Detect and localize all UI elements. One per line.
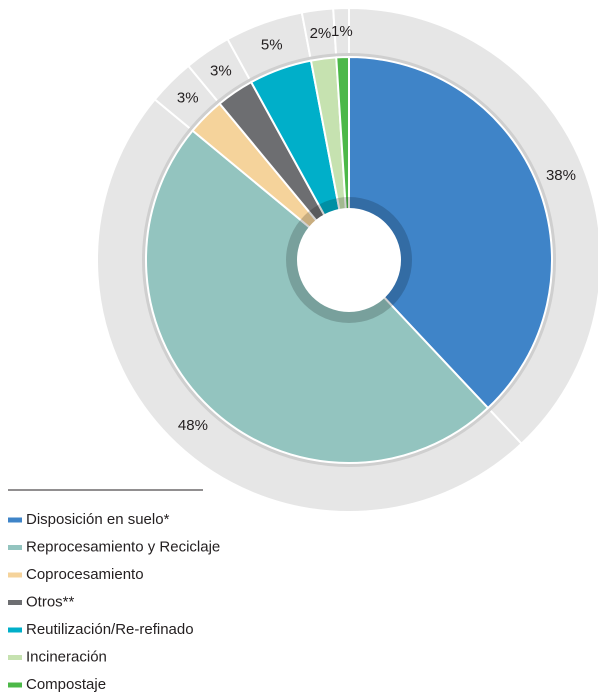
legend-label: Coprocesamiento <box>26 566 144 583</box>
value-label: 2% <box>310 25 332 42</box>
hole <box>297 208 401 312</box>
legend-swatch <box>8 627 22 633</box>
legend-label: Otros** <box>26 593 75 610</box>
legend-label: Reprocesamiento y Reciclaje <box>26 538 220 555</box>
value-label: 3% <box>210 62 232 79</box>
legend-label: Incineración <box>26 648 107 665</box>
value-label: 38% <box>546 167 576 184</box>
legend-swatch <box>8 600 22 605</box>
slice <box>348 55 553 410</box>
legend-label: Compostaje <box>26 676 106 693</box>
legend-label: Disposición en suelo* <box>26 511 170 528</box>
legend-swatch <box>8 655 22 660</box>
value-label: 1% <box>331 23 353 40</box>
value-label: 5% <box>261 36 283 53</box>
value-label: 48% <box>178 417 208 434</box>
legend-swatch <box>8 517 22 523</box>
legend-swatch <box>8 682 22 688</box>
legend-swatch <box>8 545 22 550</box>
legend-swatch <box>8 572 22 578</box>
legend-label: Reutilización/Re-refinado <box>26 621 194 638</box>
value-label: 3% <box>177 90 199 107</box>
